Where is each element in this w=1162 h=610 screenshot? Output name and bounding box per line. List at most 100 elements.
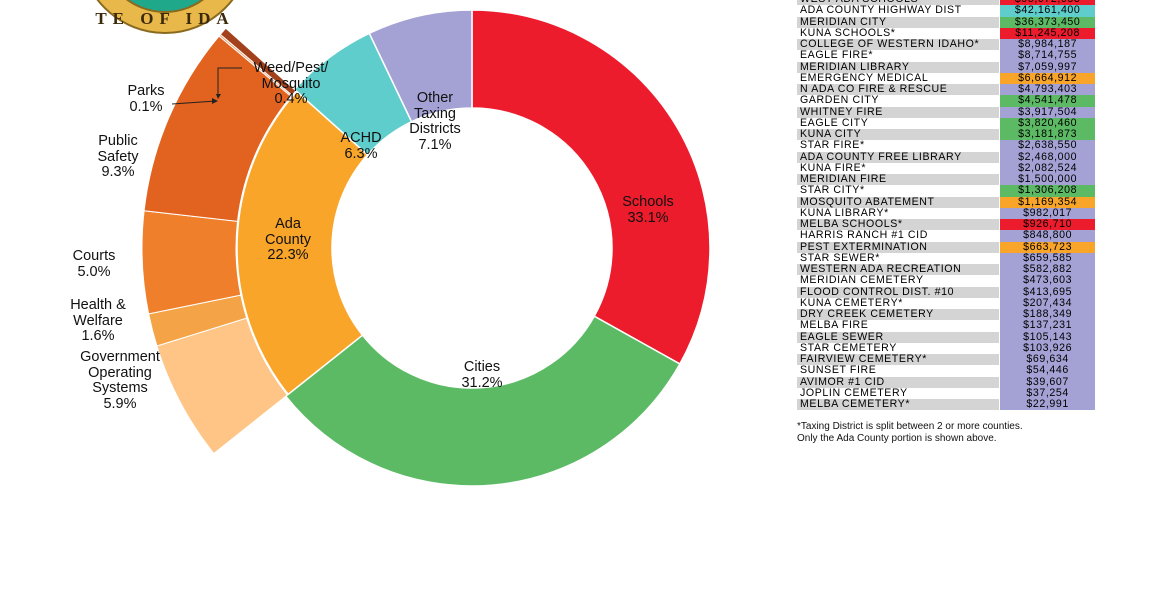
footnote: *Taxing District is split between 2 or m…: [797, 421, 1023, 445]
table-row: MERIDIAN CEMETERY $473,603: [797, 274, 1095, 287]
label-percent: 5.0%: [77, 263, 111, 280]
district-name: ADA COUNTY FREE LIBRARY: [797, 151, 1000, 163]
district-name: EAGLE FIRE*: [800, 50, 874, 62]
footnote-line: *Taxing District is split between 2 or m…: [797, 421, 1023, 432]
district-name: DRY CREEK CEMETERY: [797, 309, 1000, 321]
taxing-district-table: WEST ADA SCHOOLS$95,072,953ADA COUNTY HI…: [797, 0, 1095, 411]
district-name: EAGLE SEWER: [797, 331, 1000, 343]
breakdown-slice-courts: [141, 210, 242, 315]
label-gov: Government Operating Systems 5.9%: [80, 349, 160, 412]
table-row: ADA COUNTY HIGHWAY DIST $42,161,400: [797, 4, 1095, 17]
district-value: $8,714,755: [1000, 49, 1095, 62]
district-name: KUNA LIBRARY*: [800, 207, 889, 219]
district-name: STAR SEWER*: [800, 252, 880, 264]
label-cities: Cities 31.2%: [461, 359, 502, 391]
table-row: KUNA FIRE* $2,082,524: [797, 162, 1095, 174]
label-ada: Ada County 22.3%: [265, 216, 311, 264]
table-row: KUNA LIBRARY* $982,017: [797, 207, 1095, 219]
label-text: Cities: [463, 359, 501, 375]
breakdown-slice-weed: [219, 27, 297, 96]
district-name: MERIDIAN FIRE: [797, 174, 1000, 186]
district-value: $11,245,208: [1000, 27, 1095, 39]
district-value: $1,500,000: [1000, 173, 1095, 186]
slice-schools: [471, 9, 711, 365]
district-name: WESTERN ADA RECREATION: [797, 264, 1000, 276]
table-row: MERIDIAN CITY $36,373,450: [797, 16, 1095, 28]
label-text: Safety: [97, 148, 139, 165]
table-row: WHITNEY FIRE $3,917,504: [797, 106, 1095, 118]
label-text: Ada: [275, 216, 301, 232]
label-weed: Weed/Pest/Mosquito 0.4%: [254, 60, 329, 108]
footnote-line: Only the Ada County portion is shown abo…: [797, 433, 997, 444]
district-value: $4,793,403: [1000, 83, 1095, 96]
label-percent: 1.6%: [81, 328, 115, 344]
district-name: KUNA FIRE*: [800, 162, 867, 174]
slice-cities: [284, 315, 681, 487]
label-percent: 0.1%: [129, 98, 163, 115]
district-name: KUNA CEMETERY*: [800, 297, 903, 309]
district-value: $926,710: [1000, 218, 1095, 231]
svg-text:TE OF IDA: TE OF IDA: [95, 9, 234, 28]
label-text: Other: [416, 90, 454, 106]
district-name: STAR FIRE*: [800, 140, 865, 152]
district-name: WHITNEY FIRE: [797, 106, 1000, 118]
district-value: $663,723: [1000, 241, 1095, 253]
district-name: EMERGENCY MEDICAL: [800, 72, 929, 84]
label-percent: 6.3%: [344, 145, 378, 162]
district-value: $473,603: [1000, 274, 1095, 287]
district-name: MELBA SCHOOLS*: [797, 219, 1000, 231]
slice-ada: [236, 90, 369, 396]
label-text: Mosquito: [261, 75, 321, 92]
district-value: $8,984,187: [1000, 38, 1095, 51]
district-value: $2,082,524: [1000, 162, 1095, 174]
district-name: FAIRVIEW CEMETERY*: [797, 354, 1000, 366]
label-text: County: [265, 231, 311, 248]
label-text: Systems: [92, 380, 148, 396]
label-text: Government: [80, 349, 160, 365]
table-row: GARDEN CITY $4,541,478: [797, 94, 1095, 107]
table-row: SUNSET FIRE $54,446: [797, 364, 1095, 377]
district-value: $659,585: [1000, 252, 1095, 264]
district-value: $36,373,450: [1000, 16, 1095, 28]
district-name: MERIDIAN LIBRARY: [797, 61, 1000, 73]
table-row: EAGLE SEWER $105,143: [797, 331, 1095, 343]
table-row: KUNA CEMETERY* $207,434: [797, 297, 1095, 309]
table-row: STAR CEMETERY $103,926: [797, 342, 1095, 354]
table-row: AVIMOR #1 CID $39,607: [797, 376, 1095, 388]
table-row: STAR FIRE* $2,638,550: [797, 139, 1095, 152]
district-name: WEST ADA SCHOOLS: [797, 0, 1000, 6]
table-row: STAR CITY* $1,306,208: [797, 184, 1095, 197]
table-row: ADA COUNTY FREE LIBRARY $2,468,000: [797, 151, 1095, 163]
table-row: PEST EXTERMINATION $663,723: [797, 241, 1095, 253]
leader-lines: [171, 67, 242, 105]
district-name: STAR CITY*: [800, 185, 865, 197]
district-value: $2,638,550: [1000, 139, 1095, 152]
district-name: COLLEGE OF WESTERN IDAHO*: [797, 39, 1000, 51]
table-row: KUNA CITY $3,181,873: [797, 128, 1095, 141]
district-value: $4,541,478: [1000, 94, 1095, 107]
district-value: $6,664,912: [1000, 72, 1095, 84]
label-percent: 7.1%: [418, 136, 452, 153]
label-text: Parks: [127, 83, 165, 99]
table-row: MERIDIAN LIBRARY $7,059,997: [797, 61, 1095, 73]
district-name: MELBA FIRE: [800, 320, 869, 332]
table-row: WEST ADA SCHOOLS$95,072,953: [797, 0, 1095, 6]
district-value: $3,917,504: [1000, 106, 1095, 118]
table-row: KUNA SCHOOLS* $11,245,208: [797, 27, 1095, 39]
table-row: DRY CREEK CEMETERY $188,349: [797, 308, 1095, 321]
district-value: $1,169,354: [1000, 196, 1095, 208]
table-row: HARRIS RANCH #1 CID $848,800: [797, 229, 1095, 242]
table-row: EMERGENCY MEDICAL $6,664,912: [797, 72, 1095, 84]
district-name: SUNSET FIRE: [800, 365, 877, 377]
district-value: $69,634: [1000, 353, 1095, 366]
label-percent: 22.3%: [267, 247, 309, 263]
label-other: Other Taxing Districts 7.1%: [409, 90, 461, 153]
district-name: MERIDIAN CEMETERY: [800, 275, 924, 287]
district-value: $54,446: [1000, 364, 1095, 377]
label-text: Health &: [70, 297, 126, 313]
label-percent: 9.3%: [101, 164, 135, 180]
district-name: PEST EXTERMINATION: [797, 241, 1000, 253]
district-value: $2,468,000: [1000, 151, 1095, 163]
district-value: $413,695: [1000, 286, 1095, 298]
label-text: Operating: [88, 364, 152, 381]
